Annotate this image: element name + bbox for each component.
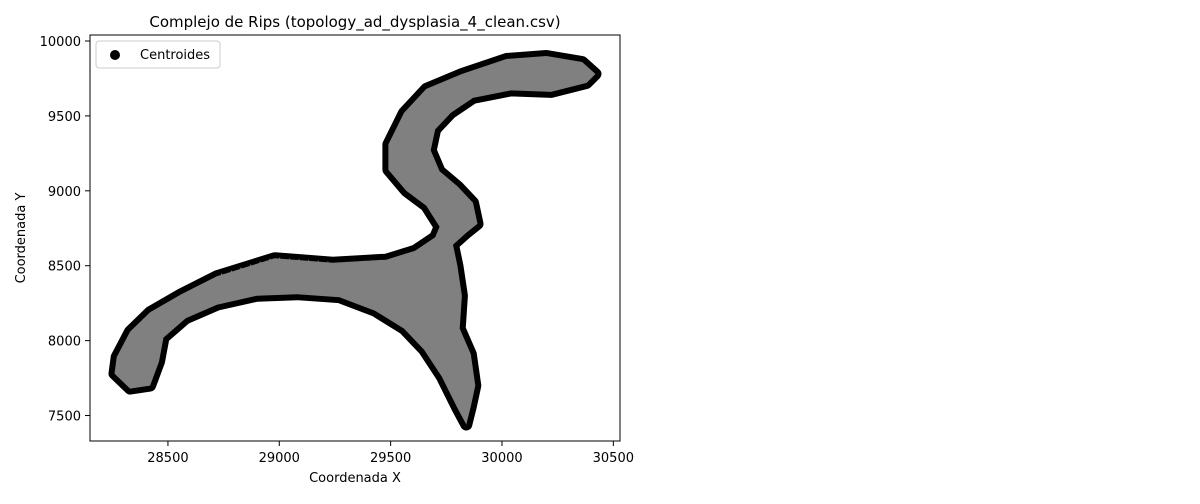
y-axis-label: Coordenada Y (14, 193, 29, 284)
x-axis-label: Coordenada X (309, 471, 401, 486)
y-tick-label: 10000 (40, 35, 81, 50)
ticks-layer: 28500 29000 29500 30000 30500 7500 8000 8500 900… (40, 35, 634, 466)
x-tick-label: 30000 (481, 451, 522, 466)
legend-box (95, 40, 221, 69)
legend-label-centroides: Centroides (140, 48, 210, 63)
plot-layer (108, 50, 602, 431)
y-tick-label: 9000 (48, 185, 81, 200)
y-tick-label: 8000 (48, 335, 81, 350)
x-tick-label: 29000 (259, 451, 300, 466)
chart-title: Complejo de Rips (topology_ad_dysplasia_… (149, 13, 560, 32)
axes-frame (89, 34, 621, 442)
legend-marker-centroides (110, 50, 120, 60)
x-tick-label: 30500 (593, 451, 634, 466)
y-tick-label: 8500 (48, 260, 81, 275)
y-tick-label: 7500 (48, 410, 81, 425)
y-tick-label: 9500 (48, 110, 81, 125)
legend: Centroides (95, 40, 221, 69)
x-tick-label: 29500 (370, 451, 411, 466)
series-group (108, 50, 602, 431)
x-tick-label: 28500 (147, 451, 188, 466)
